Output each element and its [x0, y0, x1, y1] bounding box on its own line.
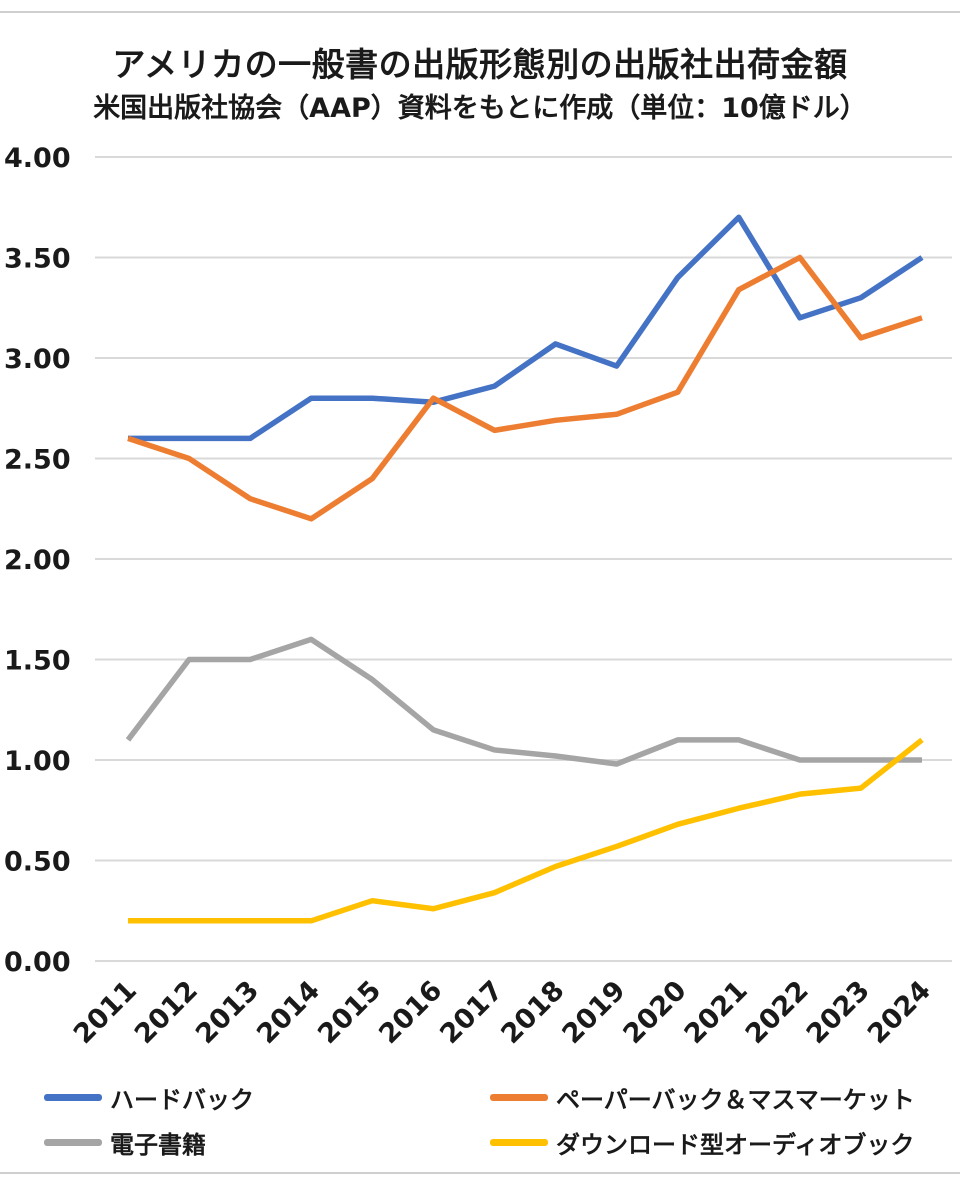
legend-swatch-audiobook [490, 1139, 548, 1146]
y-tick-label: 1.00 [4, 746, 71, 777]
x-tick-label: 2020 [618, 975, 693, 1050]
x-tick-label: 2017 [434, 975, 509, 1050]
bottom-border [0, 1172, 960, 1174]
legend-label-ebook: 電子書籍 [110, 1131, 206, 1159]
legend-swatch-paperback [490, 1094, 548, 1101]
y-tick-label: 2.00 [4, 545, 71, 576]
x-tick-label: 2019 [557, 975, 632, 1050]
y-tick-label: 3.00 [4, 344, 71, 375]
legend-swatch-hardback [44, 1094, 102, 1101]
x-tick-label: 2013 [190, 975, 265, 1050]
x-tick-label: 2015 [312, 975, 387, 1050]
series-line-0 [128, 214, 924, 442]
x-tick-label: 2012 [129, 975, 204, 1050]
series-line-3 [128, 737, 924, 924]
y-tick-label: 2.50 [4, 445, 71, 476]
y-tick-label: 0.50 [4, 847, 71, 878]
legend-swatch-ebook [44, 1139, 102, 1146]
series-line-2 [125, 636, 922, 767]
legend-label-audiobook: ダウンロード型オーディオブック [556, 1131, 915, 1159]
x-tick-label: 2023 [801, 975, 876, 1050]
legend-item-hardback: ハードバック [44, 1080, 254, 1115]
legend-item-audiobook: ダウンロード型オーディオブック [490, 1125, 914, 1160]
chart-subtitle: 米国出版社協会（AAP）資料をもとに作成（単位：10億ドル） [93, 93, 867, 124]
series-line-1 [127, 254, 923, 522]
x-tick-label: 2014 [251, 975, 326, 1050]
legend-item-paperback: ペーパーバック＆マスマーケット [490, 1080, 915, 1115]
chart-title: アメリカの一般書の出版形態別の出版社出荷金額 [112, 45, 848, 84]
x-tick-label: 2021 [679, 975, 754, 1050]
legend-item-ebook: 電子書籍 [44, 1125, 206, 1160]
x-axis: 2011201220132014201520162017201820192020… [68, 975, 937, 1050]
y-tick-label: 0.00 [4, 947, 71, 978]
x-tick-label: 2024 [862, 975, 937, 1050]
top-border [0, 11, 960, 13]
x-tick-label: 2011 [68, 975, 143, 1050]
gridlines [95, 156, 952, 962]
y-axis: 0.00 0.50 1.00 1.50 2.00 2.50 3.00 3.50 4.00 [4, 143, 71, 978]
x-tick-label: 2022 [740, 975, 815, 1050]
y-tick-label: 4.00 [4, 143, 71, 174]
x-tick-label: 2018 [495, 975, 570, 1050]
series-lines [125, 214, 924, 924]
x-tick-label: 2016 [373, 975, 448, 1050]
y-tick-label: 3.50 [4, 244, 71, 275]
y-tick-label: 1.50 [4, 646, 71, 677]
legend-label-paperback: ペーパーバック＆マスマーケット [556, 1086, 915, 1114]
legend-label-hardback: ハードバック [110, 1086, 254, 1114]
